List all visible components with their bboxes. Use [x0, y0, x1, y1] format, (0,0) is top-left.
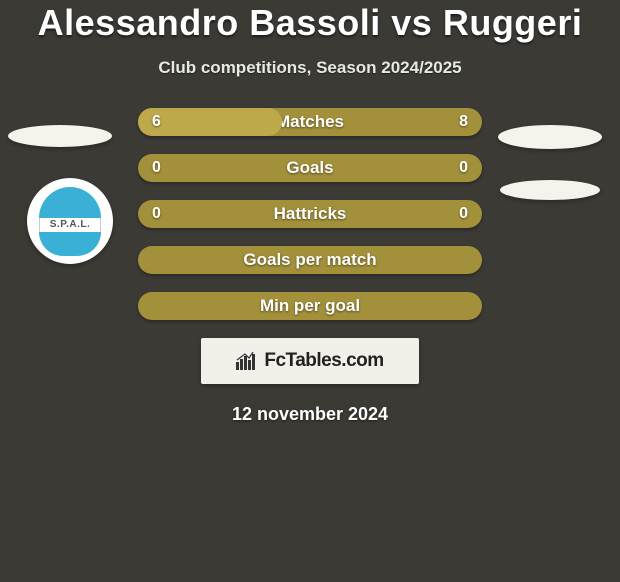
- stat-row-goals: Goals 0 0: [138, 154, 482, 182]
- right-placeholder-pill: [498, 125, 602, 149]
- bar-value-right: 0: [459, 154, 468, 182]
- badge-top-arc: [39, 187, 101, 218]
- fctables-logo-box: FcTables.com: [201, 338, 419, 384]
- bar-label: Goals: [286, 158, 333, 178]
- snapshot-date: 12 november 2024: [0, 404, 620, 425]
- bar-value-right: 8: [459, 108, 468, 136]
- main-area: Matches 6 8 Goals 0 0 Hattricks 0 0 Goals per mat…: [0, 108, 620, 425]
- left-placeholder-pill: [8, 125, 112, 147]
- bar-value-right: 0: [459, 200, 468, 228]
- stat-row-matches: Matches 6 8: [138, 108, 482, 136]
- bar-value-left: 6: [152, 108, 161, 136]
- stat-row-hattricks: Hattricks 0 0: [138, 200, 482, 228]
- page-title: Alessandro Bassoli vs Ruggeri: [0, 2, 620, 44]
- stat-row-goals-per-match: Goals per match: [138, 246, 482, 274]
- bar-value-left: 0: [152, 154, 161, 182]
- bar-label: Matches: [276, 112, 344, 132]
- bar-label: Goals per match: [243, 250, 376, 270]
- badge-bottom-arc: [39, 232, 101, 256]
- right-placeholder-pill: [500, 180, 600, 200]
- stats-bars: Matches 6 8 Goals 0 0 Hattricks 0 0 Goals per mat…: [138, 108, 482, 320]
- bar-label: Min per goal: [260, 296, 360, 316]
- fctables-logo-text: FcTables.com: [264, 350, 383, 372]
- badge-text: S.P.A.L.: [39, 218, 101, 232]
- barchart-icon: [236, 352, 258, 370]
- bar-label: Hattricks: [274, 204, 347, 224]
- subtitle: Club competitions, Season 2024/2025: [0, 58, 620, 78]
- stat-row-min-per-goal: Min per goal: [138, 292, 482, 320]
- club-badge-spal: S.P.A.L.: [27, 178, 113, 264]
- bar-value-left: 0: [152, 200, 161, 228]
